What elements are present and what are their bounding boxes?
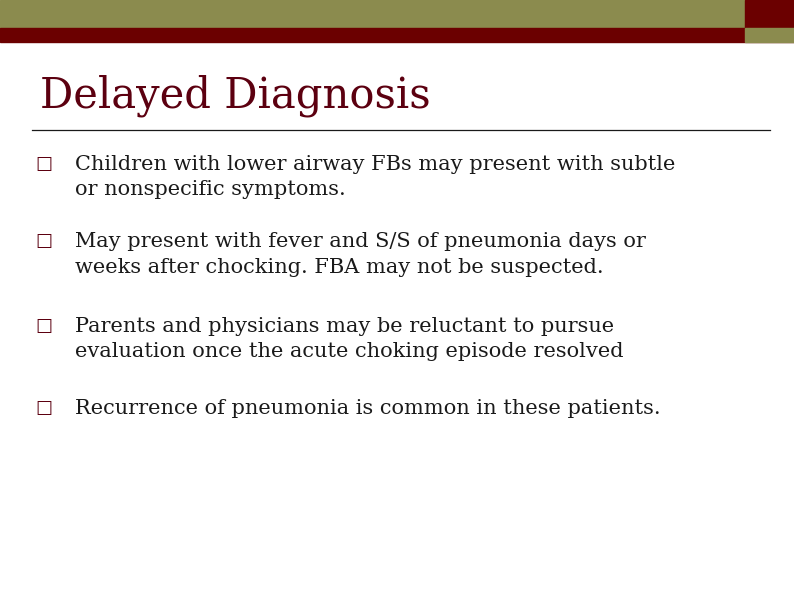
Text: Delayed Diagnosis: Delayed Diagnosis xyxy=(40,74,430,117)
Text: □: □ xyxy=(35,317,52,334)
Bar xyxy=(745,0,794,28)
Text: May present with fever and S/S of pneumonia days or
weeks after chocking. FBA ma: May present with fever and S/S of pneumo… xyxy=(75,232,646,277)
Text: Children with lower airway FBs may present with subtle
or nonspecific symptoms.: Children with lower airway FBs may prese… xyxy=(75,155,676,199)
Text: □: □ xyxy=(35,399,52,416)
Text: Recurrence of pneumonia is common in these patients.: Recurrence of pneumonia is common in the… xyxy=(75,399,661,418)
Bar xyxy=(745,28,794,42)
Text: □: □ xyxy=(35,155,52,173)
Bar xyxy=(0,28,794,42)
Text: Parents and physicians may be reluctant to pursue
evaluation once the acute chok: Parents and physicians may be reluctant … xyxy=(75,317,624,361)
Text: □: □ xyxy=(35,232,52,250)
Bar xyxy=(0,0,794,28)
